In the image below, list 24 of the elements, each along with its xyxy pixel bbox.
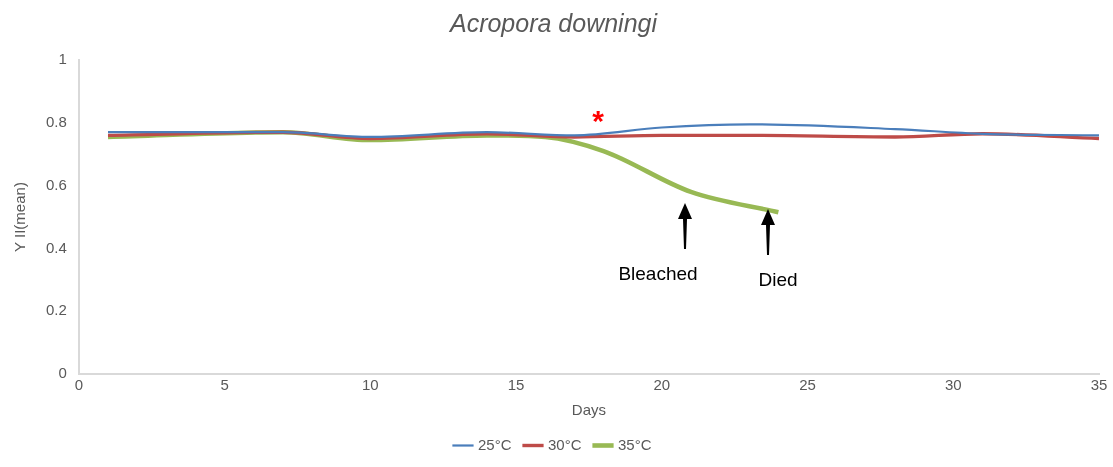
x-tick-label: 0 xyxy=(74,376,84,394)
y-tick-label: 0.2 xyxy=(45,301,67,319)
x-tick-label: 20 xyxy=(653,376,671,394)
chart-title: Acropora downingi xyxy=(447,8,659,37)
x-tick-label: 5 xyxy=(220,376,229,394)
x-tick-label: 25 xyxy=(799,376,816,394)
x-tick-label: 10 xyxy=(361,376,379,394)
y-tick-label: 0.8 xyxy=(45,112,67,130)
x-tick-label: 30 xyxy=(944,376,962,394)
line-series xyxy=(106,123,1099,139)
x-axis-title: Days xyxy=(571,401,607,419)
x-tick-label: 15 xyxy=(507,376,525,394)
annotation: Died xyxy=(758,269,798,291)
x-tick-label: 35 xyxy=(1090,376,1108,394)
y-tick-label: 0 xyxy=(58,364,67,382)
y-axis-title: Y II(mean) xyxy=(11,182,29,252)
y-tick-label: 0.6 xyxy=(45,175,67,193)
legend-label: 30°C xyxy=(547,435,582,453)
annotation: Bleached xyxy=(618,263,698,285)
legend-label: 35°C xyxy=(618,435,652,453)
y-tick-label: 0.4 xyxy=(45,238,67,256)
legend-label: 25°C xyxy=(477,435,512,453)
y-tick-label: 1 xyxy=(58,50,67,68)
annotation: * xyxy=(592,104,605,138)
